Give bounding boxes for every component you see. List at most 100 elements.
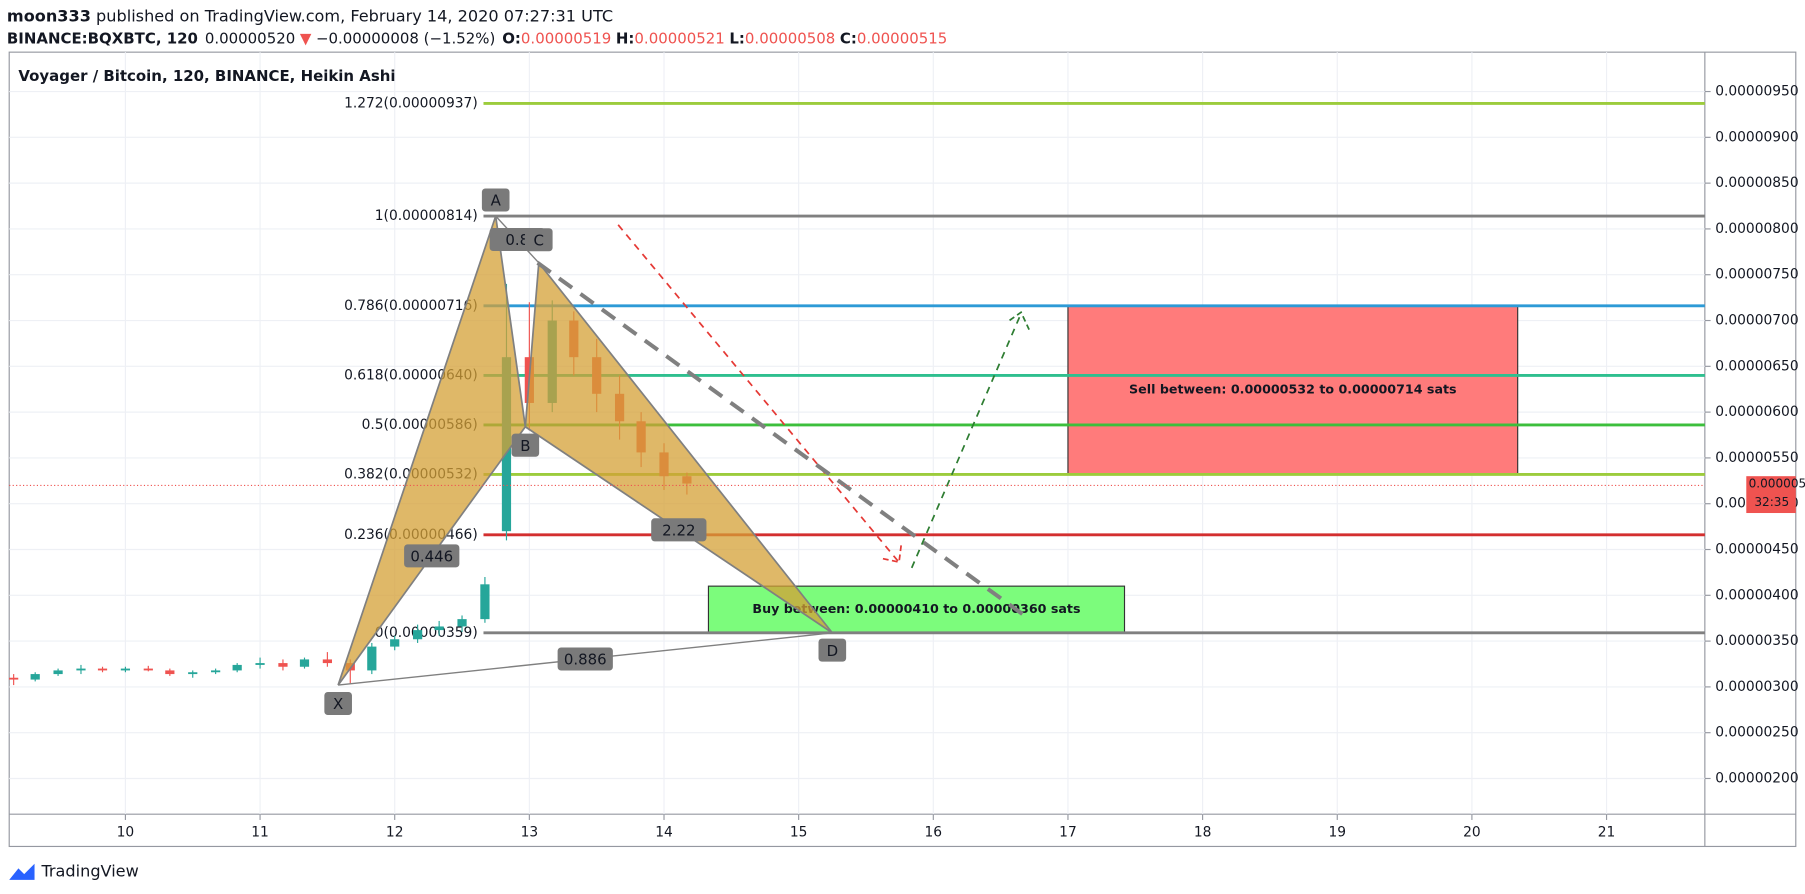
y-tick-label: 0.00000600 [1715, 404, 1798, 420]
last-price-tag [1746, 476, 1796, 514]
x-tick-label: 21 [1598, 825, 1616, 841]
ratio-label: 0.446 [410, 548, 453, 566]
grid [9, 52, 1705, 815]
y-tick-label: 0.00000750 [1715, 267, 1798, 283]
candle-body [412, 630, 423, 640]
arrow: ▼ [300, 29, 312, 47]
publish-line: moon333 published on TradingView.com, Fe… [7, 6, 613, 25]
fib-label: 1(0.00000814) [375, 208, 478, 224]
y-tick-label: 0.00000250 [1715, 725, 1798, 741]
zone [1067, 305, 1519, 475]
y-tick-label: 0.00000950 [1715, 84, 1798, 100]
x-tick-label: 20 [1463, 825, 1481, 841]
drawings [536, 224, 1032, 622]
point-label: X [333, 695, 343, 713]
author: moon333 [7, 6, 91, 25]
red-arrow [617, 224, 899, 562]
ratio-label: 0.886 [564, 651, 607, 669]
candle-body [299, 659, 310, 667]
y-tick-label: 0.00000650 [1715, 358, 1798, 374]
candle-body [255, 663, 265, 665]
h: 0.00000521 [634, 29, 724, 47]
green-arrow-head [1009, 311, 1030, 330]
pattern: 0.446 0.8 2.22 0.886 X A B C D [324, 188, 847, 715]
point-box [524, 228, 553, 252]
y-tick-label: 0.00000200 [1715, 770, 1798, 786]
point-label: B [520, 437, 530, 455]
y-tick-label: 0.00000450 [1715, 542, 1798, 558]
candle-body [278, 663, 288, 667]
o-label: O: [502, 29, 521, 47]
x-tick-label: 15 [790, 825, 808, 841]
ratio-box [404, 544, 460, 568]
logo-mark [9, 863, 35, 880]
x-tick-label: 10 [117, 825, 135, 841]
x-tick-label: 19 [1328, 825, 1346, 841]
zone-label: Sell between: 0.00000532 to 0.00000714 s… [1129, 382, 1457, 397]
x-tick-label: 13 [521, 825, 539, 841]
candle-body [480, 584, 490, 620]
candle-body [120, 668, 131, 671]
symbol: BINANCE:BQXBTC, 120 [7, 29, 198, 47]
candle-body [143, 668, 153, 671]
fib-label: 0(0.00000359) [375, 625, 478, 641]
fib-label: 1.272(0.00000937) [344, 95, 478, 111]
y-tick-label: 0.00000700 [1715, 313, 1798, 329]
y-tick-label: 0.00000800 [1715, 221, 1798, 237]
l-label: L: [729, 29, 745, 47]
x-tick-label: 14 [655, 825, 673, 841]
point-box [818, 638, 847, 662]
point-box [511, 433, 540, 457]
candle-body [76, 668, 86, 671]
x-tick-label: 18 [1194, 825, 1212, 841]
candle-body [97, 668, 108, 671]
y-tick-label: 0.00000550 [1715, 450, 1798, 466]
candle-body [232, 664, 242, 671]
ratio-label: 0.8 [505, 231, 529, 249]
y-tick-label: 0.00000850 [1715, 175, 1798, 191]
point-label: C [534, 231, 544, 249]
ratio-label: 2.22 [662, 521, 695, 539]
point-label: A [491, 192, 502, 210]
grey-trend [536, 261, 1032, 622]
x-tick-label: 16 [925, 825, 943, 841]
change: −0.00000008 (−1.52%) [316, 29, 495, 47]
green-arrow [910, 313, 1022, 569]
candle-body [434, 626, 444, 631]
c-label: C: [840, 29, 857, 47]
x-tick-label: 12 [386, 825, 404, 841]
h-label: H: [616, 29, 635, 47]
candle-body [390, 639, 400, 647]
footer: TradingView [40, 861, 138, 880]
zone-label: Buy between: 0.00000410 to 0.00000360 sa… [752, 601, 1080, 616]
price: 0.00000520 [205, 29, 295, 47]
candle-body [367, 646, 377, 671]
o: 0.00000519 [521, 29, 611, 47]
point-box [324, 691, 352, 715]
point-box [481, 188, 510, 212]
axes: 0.00000200 0.00000250 0.00000300 0.00000350… [9, 84, 1805, 841]
y-tick-label: 0.00000400 [1715, 587, 1798, 603]
ratio-box [651, 518, 707, 542]
y-tick-label: 0.00000300 [1715, 679, 1798, 695]
point-label: D [827, 642, 839, 660]
c: 0.00000515 [857, 29, 947, 47]
chart-frame [8, 51, 1797, 848]
x-tick-label: 17 [1059, 825, 1077, 841]
chart-title: Voyager / Bitcoin, 120, BINANCE, Heikin … [18, 67, 395, 85]
ratio-box [557, 647, 613, 671]
candle-body [53, 670, 63, 675]
l: 0.00000508 [745, 29, 835, 47]
candle-body [457, 619, 467, 627]
published: published on TradingView.com, February 1… [91, 6, 613, 25]
zones: Sell between: 0.00000532 to 0.00000714 s… [707, 305, 1519, 634]
candle-body [322, 659, 332, 664]
fib-label: 0.786(0.00000716) [344, 298, 478, 314]
red-arrow-head [882, 543, 903, 564]
candle-body [165, 670, 175, 675]
y-tick-label: 0.00000350 [1715, 633, 1798, 649]
candle-body [30, 674, 40, 680]
last-price-label: 0.00000520 [1749, 477, 1805, 491]
countdown: 32:35 [1754, 495, 1789, 509]
